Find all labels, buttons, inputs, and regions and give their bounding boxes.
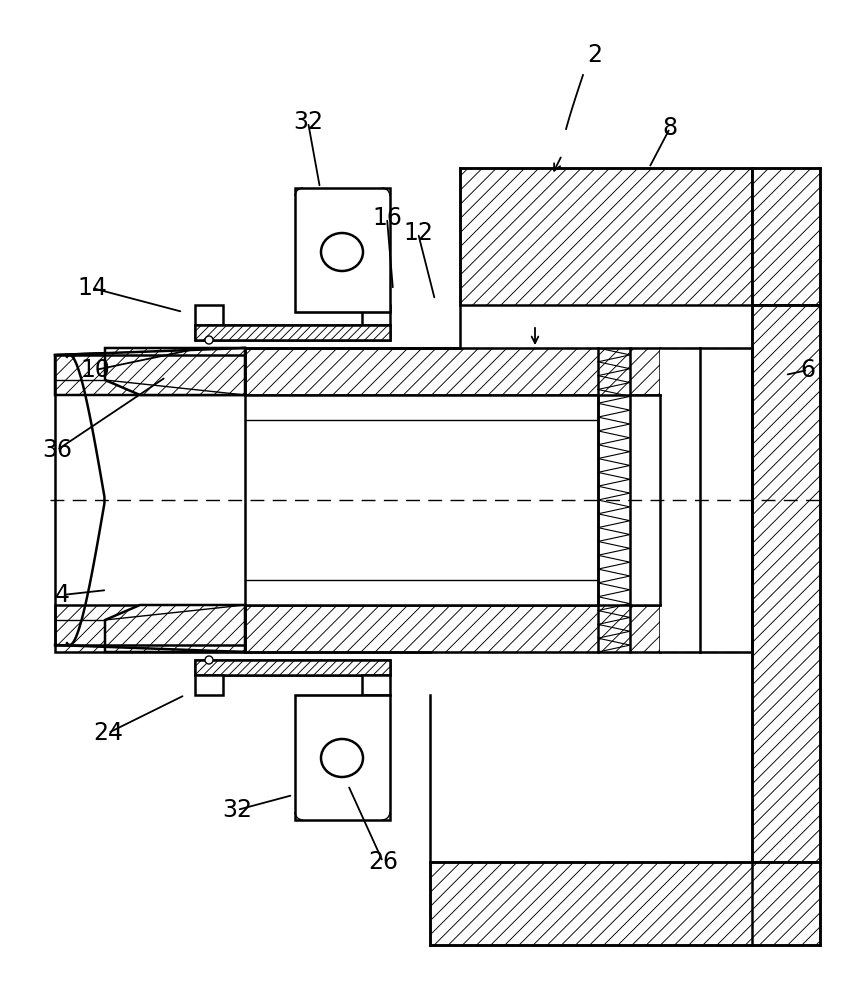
Polygon shape [362,675,390,695]
Text: 24: 24 [93,721,123,745]
Text: 36: 36 [42,438,72,462]
Polygon shape [752,168,820,305]
Polygon shape [55,605,245,652]
Text: 32: 32 [293,110,323,134]
Text: 6: 6 [801,358,816,382]
Ellipse shape [321,233,363,271]
Polygon shape [105,605,245,652]
Ellipse shape [321,739,363,777]
Polygon shape [295,695,390,820]
Polygon shape [195,305,223,325]
Polygon shape [195,325,390,340]
Polygon shape [630,395,660,605]
Polygon shape [245,348,660,395]
Polygon shape [752,305,820,862]
Text: 14: 14 [77,276,107,300]
Text: 10: 10 [80,358,110,382]
Polygon shape [295,188,390,312]
Polygon shape [460,168,752,305]
Text: 4: 4 [55,583,70,607]
Polygon shape [195,675,223,695]
Polygon shape [430,862,820,945]
Polygon shape [660,348,700,395]
Polygon shape [195,660,390,675]
Polygon shape [105,348,245,395]
Polygon shape [245,395,598,605]
Text: 32: 32 [222,798,252,822]
Polygon shape [195,660,390,675]
Polygon shape [362,305,390,325]
Text: 2: 2 [588,43,603,67]
Text: 8: 8 [663,116,678,140]
Circle shape [205,336,213,344]
Text: 26: 26 [368,850,398,874]
Polygon shape [245,605,660,652]
Polygon shape [55,348,245,395]
Circle shape [205,656,213,664]
Polygon shape [195,325,390,340]
Text: 16: 16 [372,206,402,230]
Polygon shape [660,605,700,652]
Text: 12: 12 [403,221,433,245]
